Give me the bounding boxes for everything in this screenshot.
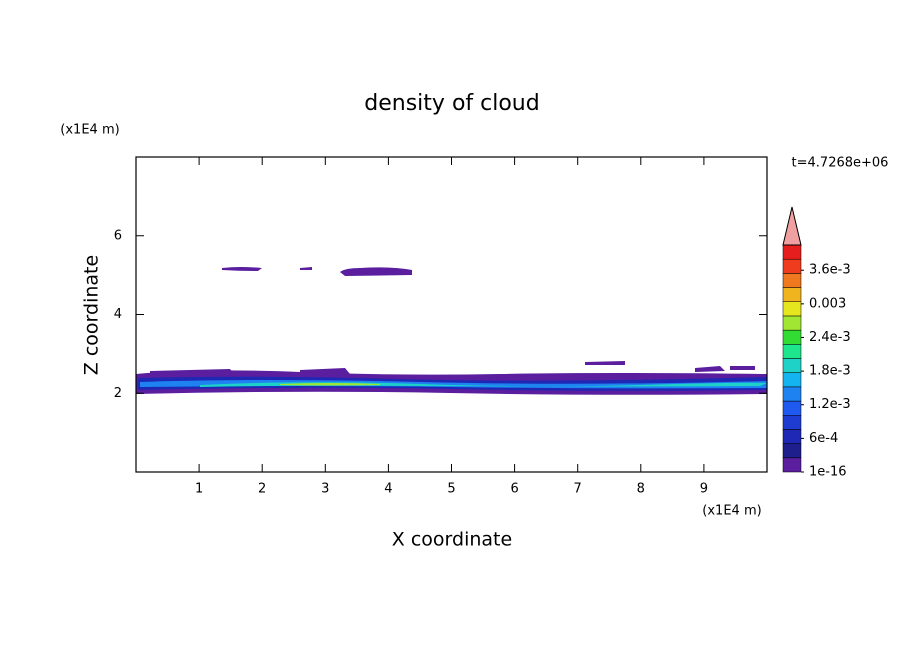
y-unit: (x1E4 m) — [60, 123, 119, 138]
colorbar-tick-label: 0.003 — [809, 296, 846, 311]
colorbar-bin — [782, 344, 802, 359]
x-tick-label: 9 — [700, 482, 708, 497]
colorbar-bin — [782, 372, 802, 388]
colorbar-bin — [782, 457, 802, 473]
colorbar-bin — [782, 415, 802, 430]
x-tick-label: 2 — [258, 482, 266, 497]
colorbar-bin — [782, 386, 802, 402]
colorbar-bin — [782, 301, 802, 317]
contour-field — [136, 267, 767, 395]
plot-frame — [135, 156, 768, 473]
colorbar-bin — [782, 244, 802, 260]
colorbar-bin — [782, 329, 802, 345]
colorbar-tick-label: 1e-16 — [809, 465, 847, 480]
x-tick-label: 8 — [637, 482, 645, 497]
x-tick-label: 6 — [510, 482, 518, 497]
colorbar-bin — [782, 400, 802, 416]
y-tick-label: 4 — [114, 307, 122, 322]
y-tick-label: 6 — [114, 228, 122, 243]
time-label: t=4.7268e+06 — [792, 156, 889, 171]
x-axis-label: X coordinate — [392, 529, 512, 551]
colorbar-tick-label: 1.2e-3 — [809, 397, 851, 412]
x-tick-label: 5 — [447, 482, 455, 497]
colorbar-bin — [782, 429, 802, 444]
x-tick-label: 7 — [574, 482, 582, 497]
colorbar-bin — [782, 258, 802, 274]
colorbar-tick-label: 2.4e-3 — [809, 330, 851, 345]
colorbar-bin — [782, 443, 802, 459]
colorbar-bin — [782, 315, 802, 331]
y-tick-label: 2 — [114, 386, 122, 401]
chart-title: density of cloud — [364, 91, 539, 116]
x-unit: (x1E4 m) — [702, 504, 761, 519]
y-axis-label: Z coordinate — [81, 255, 103, 375]
x-tick-label: 3 — [321, 482, 329, 497]
colorbar-tick-label: 6e-4 — [809, 431, 838, 446]
x-tick-label: 4 — [384, 482, 392, 497]
colorbar-over — [782, 206, 802, 246]
colorbar-bin — [782, 273, 802, 288]
colorbar-bin — [782, 358, 802, 373]
colorbar-tick-label: 3.6e-3 — [809, 263, 851, 278]
colorbar-bin — [782, 287, 802, 302]
x-tick-label: 1 — [195, 482, 203, 497]
colorbar-tick-label: 1.8e-3 — [809, 364, 851, 379]
